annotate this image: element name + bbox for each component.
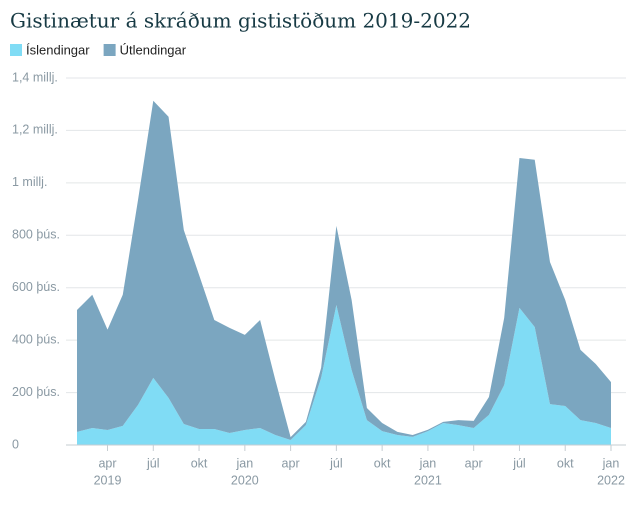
x-year-label: 2022 — [597, 473, 625, 487]
legend-label: Útlendingar — [120, 42, 187, 57]
legend-swatch — [103, 44, 116, 56]
y-tick-label: 1 millj. — [12, 175, 47, 189]
legend-label: Íslendingar — [26, 42, 90, 57]
y-tick-label: 1,4 millj. — [12, 70, 58, 84]
chart-title: Gistinætur á skráðum gististöðum 2019-20… — [10, 9, 471, 33]
x-year-label: 2020 — [231, 473, 259, 487]
area — [77, 305, 611, 445]
x-tick-label: jan — [602, 456, 620, 470]
y-tick-label: 1,2 millj. — [12, 123, 58, 137]
x-tick-label: apr — [98, 456, 116, 470]
y-tick-label: 200 þús. — [12, 385, 60, 399]
area — [77, 100, 611, 441]
x-tick-label: okt — [374, 456, 391, 470]
x-tick-label: jan — [419, 456, 437, 470]
x-tick-label: okt — [191, 456, 208, 470]
y-tick-label: 0 — [12, 437, 19, 451]
x-tick-label: apr — [282, 456, 300, 470]
y-tick-label: 600 þús. — [12, 280, 60, 294]
y-tick-label: 400 þús. — [12, 332, 60, 346]
x-tick-label: okt — [557, 456, 574, 470]
x-tick-label: júl — [329, 456, 343, 470]
y-tick-label: 800 þús. — [12, 228, 60, 242]
x-tick-label: júl — [146, 456, 160, 470]
x-tick-label: jan — [235, 456, 253, 470]
x-tick-label: júl — [512, 456, 526, 470]
x-tick-label: apr — [465, 456, 483, 470]
x-year-label: 2021 — [414, 473, 442, 487]
x-year-label: 2019 — [94, 473, 122, 487]
legend-swatch — [10, 44, 22, 56]
